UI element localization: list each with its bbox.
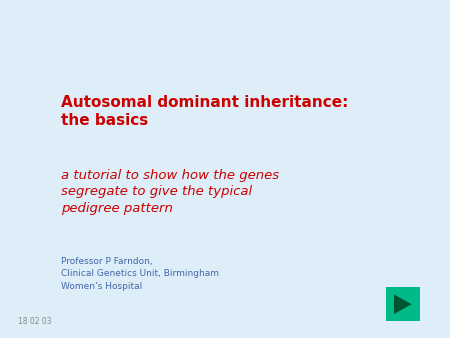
Bar bbox=[386, 287, 419, 321]
Text: Professor P Farndon,
Clinical Genetics Unit, Birmingham
Women’s Hospital: Professor P Farndon, Clinical Genetics U… bbox=[61, 257, 219, 291]
Text: a tutorial to show how the genes
segregate to give the typical
pedigree pattern: a tutorial to show how the genes segrega… bbox=[61, 169, 279, 215]
Text: Autosomal dominant inheritance:
the basics: Autosomal dominant inheritance: the basi… bbox=[61, 95, 348, 128]
Text: 18 02 03: 18 02 03 bbox=[18, 317, 52, 326]
Polygon shape bbox=[394, 294, 411, 314]
